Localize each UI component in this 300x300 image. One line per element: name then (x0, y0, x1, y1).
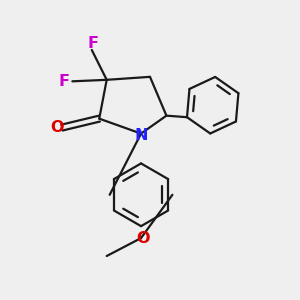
Text: O: O (50, 120, 63, 135)
Text: O: O (136, 231, 149, 246)
Text: F: F (88, 37, 99, 52)
Text: N: N (134, 128, 148, 142)
Text: F: F (58, 74, 70, 89)
